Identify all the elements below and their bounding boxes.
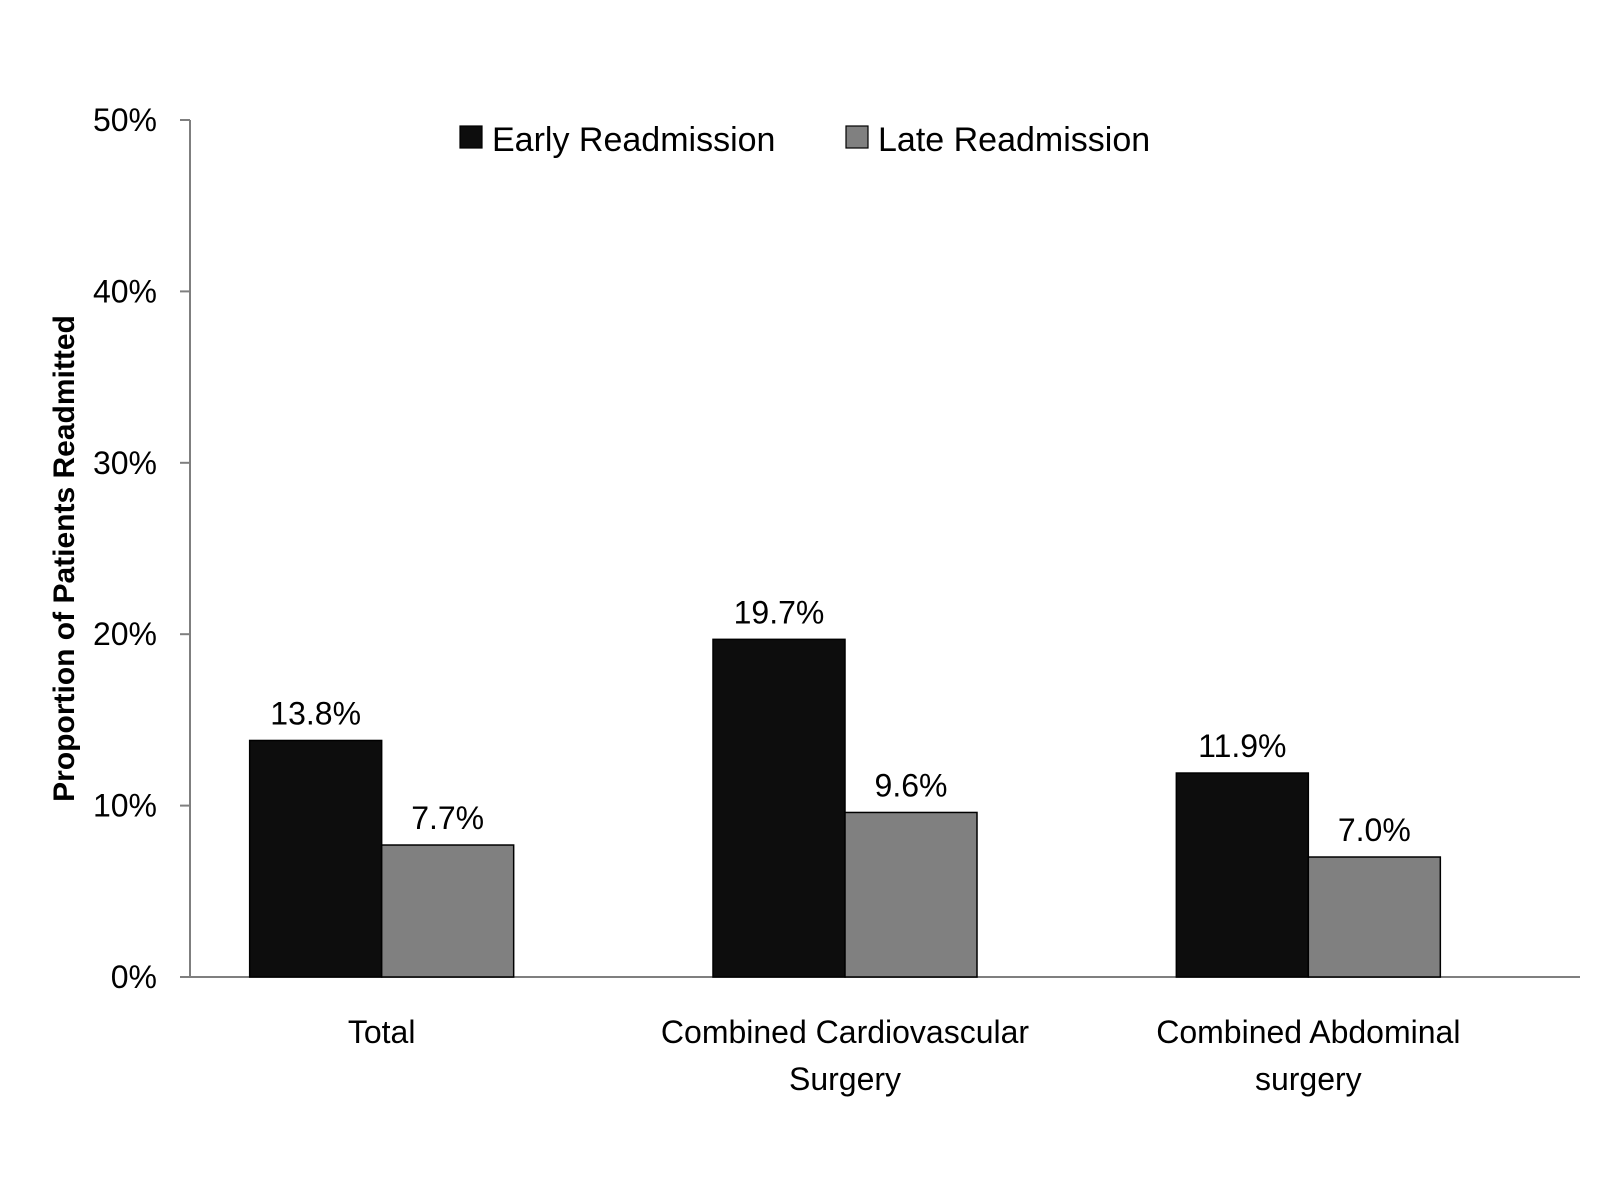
y-axis-title-group: Proportion of Patients Readmitted bbox=[48, 315, 81, 802]
y-tick-label: 20% bbox=[93, 616, 157, 652]
bar-late-readmission bbox=[844, 811, 978, 978]
data-label: 9.6% bbox=[875, 767, 948, 803]
data-label: 19.7% bbox=[734, 594, 825, 630]
y-tick-label: 40% bbox=[93, 273, 157, 309]
y-tick-label: 0% bbox=[111, 959, 157, 995]
legend-label: Early Readmission bbox=[492, 121, 775, 159]
data-label: 7.7% bbox=[411, 800, 484, 836]
legend-label: Late Readmission bbox=[878, 121, 1150, 159]
bar-early-readmission bbox=[1175, 772, 1310, 978]
category-label: Total bbox=[348, 1014, 416, 1050]
y-axis-title: Proportion of Patients Readmitted bbox=[48, 315, 81, 802]
category-label: Combined Cardiovascular bbox=[661, 1014, 1030, 1050]
data-label: 13.8% bbox=[270, 695, 361, 731]
data-labels: 13.8% 7.7% 19.7% 9.6% 11.9% 7.0% bbox=[270, 594, 1411, 848]
bar-late-readmission bbox=[380, 844, 515, 978]
category-label: Combined Abdominal bbox=[1156, 1014, 1460, 1050]
legend-swatch bbox=[459, 125, 483, 149]
data-label: 11.9% bbox=[1198, 728, 1286, 764]
legend: Early Readmission Late Readmission bbox=[459, 121, 1150, 159]
data-label: 7.0% bbox=[1338, 812, 1411, 848]
category-label: surgery bbox=[1255, 1061, 1362, 1097]
category-labels: Total Combined Cardiovascular Surgery Combi… bbox=[348, 1014, 1461, 1097]
bar-early-readmission bbox=[712, 638, 846, 978]
bar-late-readmission bbox=[1307, 856, 1442, 978]
category-label: Surgery bbox=[789, 1061, 901, 1097]
legend-swatch bbox=[845, 125, 869, 149]
bars bbox=[248, 638, 1442, 978]
y-tick-label: 30% bbox=[93, 445, 157, 481]
y-tick-label: 10% bbox=[93, 788, 157, 824]
y-tick-label: 50% bbox=[93, 102, 157, 138]
bar-early-readmission bbox=[248, 739, 383, 978]
y-axis-ticks: 0% 10% 20% 30% 40% 50% bbox=[93, 102, 190, 995]
